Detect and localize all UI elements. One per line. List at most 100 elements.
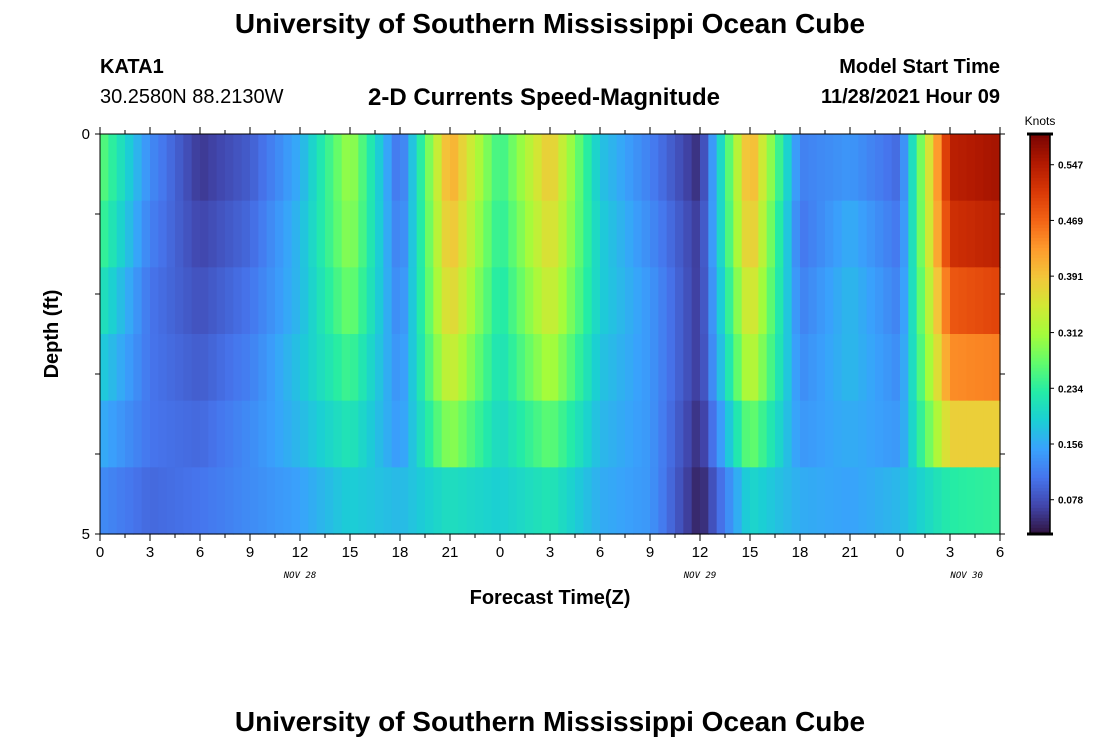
heatmap-cell [541,334,551,402]
heatmap-cell [983,267,993,335]
heatmap-cell [225,200,234,268]
heatmap-cell [633,200,643,268]
colorbar-segment [1030,300,1050,305]
colorbar-segment [1030,147,1050,152]
heatmap-cell [700,267,709,335]
heatmap-cell [408,267,418,335]
heatmap-cell [575,267,584,335]
heatmap-cell [791,134,801,202]
heatmap-cell [858,134,868,202]
heatmap-cell [325,334,334,402]
heatmap-cell [258,334,268,402]
colorbar-segment [1030,260,1050,265]
heatmap-cell [125,134,134,202]
heatmap-cell [491,400,501,468]
heatmap-cell [525,267,534,335]
heatmap-cell [666,267,676,335]
heatmap-cell [250,467,259,535]
heatmap-cell [816,400,826,468]
heatmap-cell [175,267,184,335]
heatmap-cell [758,334,768,402]
station-name: KATA1 [100,56,164,78]
heatmap-cell [725,467,734,535]
heatmap-cell [433,334,443,402]
heatmap-cell [408,400,418,468]
heatmap-cell [650,467,659,535]
colorbar-segment [1030,364,1050,368]
heatmap-cell [466,400,476,468]
heatmap-cell [491,334,501,402]
heatmap-cell [458,334,468,402]
heatmap-cell [625,134,634,202]
heatmap-cell [766,134,776,202]
heatmap-cell [925,134,934,202]
heatmap-cell [416,334,426,402]
heatmap-cell [825,267,834,335]
heatmap-cell [358,267,368,335]
colorbar-segment [1030,397,1050,402]
heatmap-cell [116,267,126,335]
heatmap-cell [283,400,293,468]
heatmap-cell [958,267,968,335]
heatmap-cell [950,467,959,535]
heatmap-cell [591,400,601,468]
heatmap-cell [975,334,984,402]
heatmap-cell [308,200,318,268]
heatmap-cell [500,400,509,468]
heatmap-cell [883,334,893,402]
heatmap-cell [725,400,734,468]
heatmap-cell [883,467,893,535]
heatmap-cell [758,134,768,202]
heatmap-cell [708,200,718,268]
heatmap-cell [158,467,168,535]
heatmap-cell [375,134,384,202]
heatmap-cell [975,400,984,468]
y-axis-title: Depth (ft) [41,290,63,379]
heatmap-cell [358,334,368,402]
heatmap-cell [616,200,626,268]
heatmap-cell [708,400,718,468]
heatmap-cell [716,267,726,335]
heatmap-cell [783,334,793,402]
x-tick-label: 18 [792,544,809,561]
heatmap-cell [433,134,443,202]
heatmap-cell [741,267,751,335]
heatmap-cell [758,267,768,335]
heatmap-cell [166,267,176,335]
heatmap-cell [141,400,151,468]
heatmap-cell [908,134,918,202]
heatmap-cell [325,467,334,535]
heatmap-cell [775,334,784,402]
heatmap-cell [258,400,268,468]
heatmap-cell [725,200,734,268]
heatmap-cell [741,200,751,268]
heatmap-cell [525,400,534,468]
heatmap-cell [666,400,676,468]
heatmap-cell [791,334,801,402]
heatmap-cell [808,267,818,335]
heatmap-cell [341,134,351,202]
heatmap-cell [850,267,859,335]
colorbar-segment [1030,197,1050,202]
colorbar-tick-label: 0.391 [1058,272,1083,283]
heatmap-cell [450,400,459,468]
heatmap-cell [875,467,884,535]
colorbar-segment [1030,447,1050,452]
heatmap-cell [275,200,284,268]
heatmap-cell [391,200,401,268]
colorbar-segment [1030,470,1050,475]
heatmap-cell [583,467,593,535]
heatmap-cell [400,467,409,535]
heatmap-cell [550,334,559,402]
colorbar-segment [1030,257,1050,262]
heatmap-cell [875,400,884,468]
heatmap-cell [300,267,309,335]
heatmap-cell [216,200,226,268]
heatmap-cell [416,400,426,468]
colorbar-segment [1030,504,1050,508]
heatmap-cell [475,334,484,402]
heatmap-cell [208,467,218,535]
heatmap-cell [500,334,509,402]
heatmap-cell [250,334,259,402]
